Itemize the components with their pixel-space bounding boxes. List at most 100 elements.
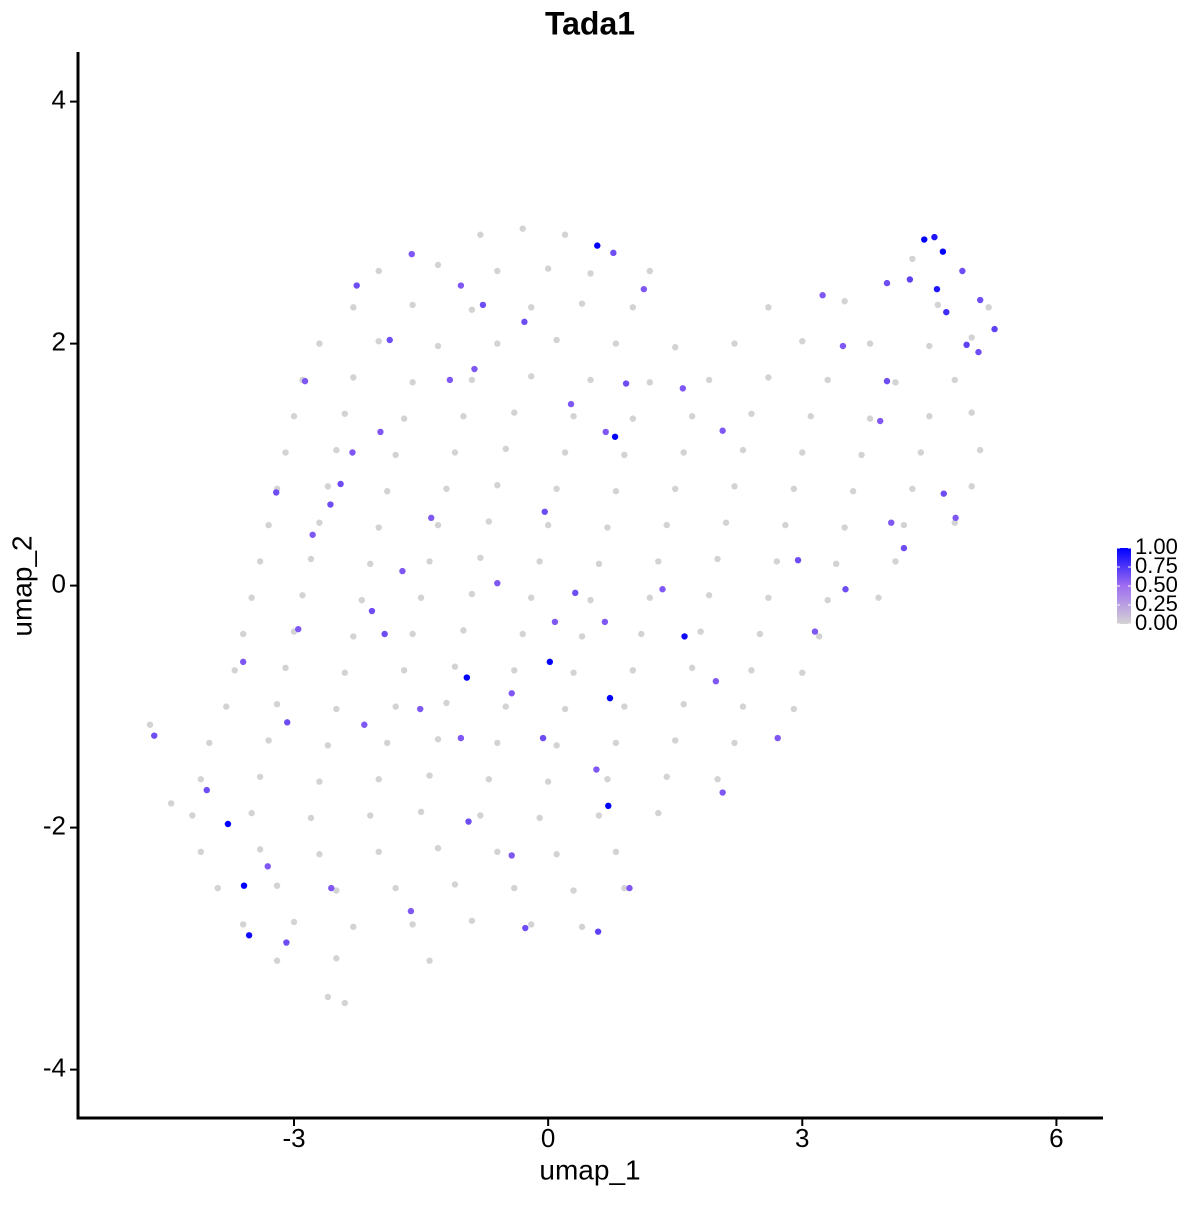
cell-point bbox=[265, 737, 272, 744]
cell-point bbox=[909, 255, 916, 263]
cell-point bbox=[333, 955, 340, 962]
x-axis-label: umap_1 bbox=[539, 1154, 640, 1185]
cell-point bbox=[605, 802, 612, 810]
cell-point bbox=[877, 417, 884, 425]
cell-point bbox=[273, 489, 280, 496]
cell-point bbox=[383, 488, 391, 495]
cell-point bbox=[849, 488, 857, 495]
cell-point bbox=[349, 449, 356, 456]
cell-point bbox=[460, 413, 467, 420]
cell-point bbox=[629, 304, 637, 311]
cell-point bbox=[553, 336, 560, 344]
cell-point bbox=[722, 519, 730, 526]
cell-point bbox=[333, 887, 340, 894]
cell-point bbox=[457, 282, 465, 289]
cell-point bbox=[939, 248, 947, 255]
colorbar-label: 0.50 bbox=[1135, 572, 1178, 597]
cell-point bbox=[719, 427, 726, 434]
cell-point bbox=[245, 932, 253, 939]
cell-point bbox=[594, 928, 602, 935]
cell-point bbox=[892, 558, 899, 565]
cell-point bbox=[350, 304, 357, 311]
cell-point bbox=[368, 607, 376, 615]
cell-point bbox=[561, 231, 569, 238]
cell-point bbox=[443, 699, 450, 707]
cell-point bbox=[587, 376, 594, 384]
cell-point bbox=[407, 907, 415, 915]
cell-point bbox=[601, 618, 609, 626]
cell-point bbox=[688, 664, 696, 672]
cell-point bbox=[375, 337, 382, 345]
cell-point bbox=[485, 776, 493, 783]
cell-point bbox=[528, 594, 535, 601]
cell-point bbox=[248, 594, 255, 601]
cell-point bbox=[146, 721, 154, 728]
cell-point bbox=[426, 957, 433, 964]
cell-point bbox=[409, 630, 416, 638]
cell-point bbox=[681, 633, 688, 640]
cell-point bbox=[578, 923, 586, 931]
cell-point bbox=[240, 882, 248, 889]
cell-point bbox=[866, 340, 874, 347]
cell-point bbox=[629, 415, 637, 422]
cell-point bbox=[712, 677, 720, 685]
cell-point bbox=[392, 451, 399, 459]
cell-point bbox=[528, 921, 535, 928]
x-tick-label: 3 bbox=[795, 1123, 809, 1153]
cell-point bbox=[434, 521, 442, 529]
cell-point bbox=[883, 279, 891, 287]
cell-point bbox=[494, 739, 501, 747]
cell-point bbox=[468, 917, 476, 924]
cell-point bbox=[963, 341, 970, 349]
cell-point bbox=[239, 921, 247, 928]
cell-point bbox=[604, 776, 611, 783]
cell-point bbox=[307, 555, 315, 563]
cell-point bbox=[273, 957, 281, 964]
cell-point bbox=[748, 410, 755, 417]
cell-point bbox=[511, 667, 518, 674]
cell-point bbox=[553, 851, 560, 858]
cell-point bbox=[663, 521, 670, 529]
cell-point bbox=[553, 485, 560, 493]
cell-point bbox=[926, 342, 933, 350]
cell-point bbox=[333, 446, 340, 454]
cell-point bbox=[494, 340, 501, 347]
cell-point bbox=[350, 923, 357, 931]
cell-point bbox=[400, 415, 408, 422]
cell-point bbox=[561, 705, 569, 713]
cell-point bbox=[604, 524, 611, 531]
cell-point bbox=[679, 385, 687, 392]
cell-point bbox=[519, 225, 526, 232]
cell-point bbox=[824, 596, 831, 604]
cell-point bbox=[434, 342, 442, 350]
cell-point bbox=[417, 808, 425, 816]
cell-point bbox=[544, 521, 552, 529]
cell-point bbox=[629, 667, 637, 674]
cell-point bbox=[858, 451, 865, 459]
cell-point bbox=[264, 863, 271, 870]
cell-point bbox=[485, 518, 493, 525]
y-tick-label: -4 bbox=[43, 1052, 66, 1082]
cell-point bbox=[358, 596, 365, 604]
cell-point bbox=[197, 776, 205, 783]
cell-point bbox=[451, 449, 459, 456]
cell-point bbox=[239, 658, 247, 666]
cell-point bbox=[655, 558, 662, 565]
cell-point bbox=[606, 694, 614, 702]
cell-point bbox=[392, 703, 399, 710]
cell-point bbox=[350, 633, 357, 640]
cell-point bbox=[231, 667, 238, 674]
cell-point bbox=[494, 579, 501, 587]
cell-point bbox=[206, 739, 213, 747]
cell-point bbox=[807, 413, 814, 420]
y-tick-label: 4 bbox=[52, 84, 66, 114]
cell-point bbox=[731, 340, 738, 347]
cell-point bbox=[522, 924, 529, 932]
cell-point bbox=[951, 519, 958, 526]
cell-point bbox=[468, 306, 476, 313]
cell-point bbox=[539, 734, 547, 742]
cell-point bbox=[353, 282, 360, 289]
cell-point bbox=[307, 814, 315, 822]
cell-point bbox=[561, 449, 569, 456]
cell-point bbox=[593, 766, 600, 773]
